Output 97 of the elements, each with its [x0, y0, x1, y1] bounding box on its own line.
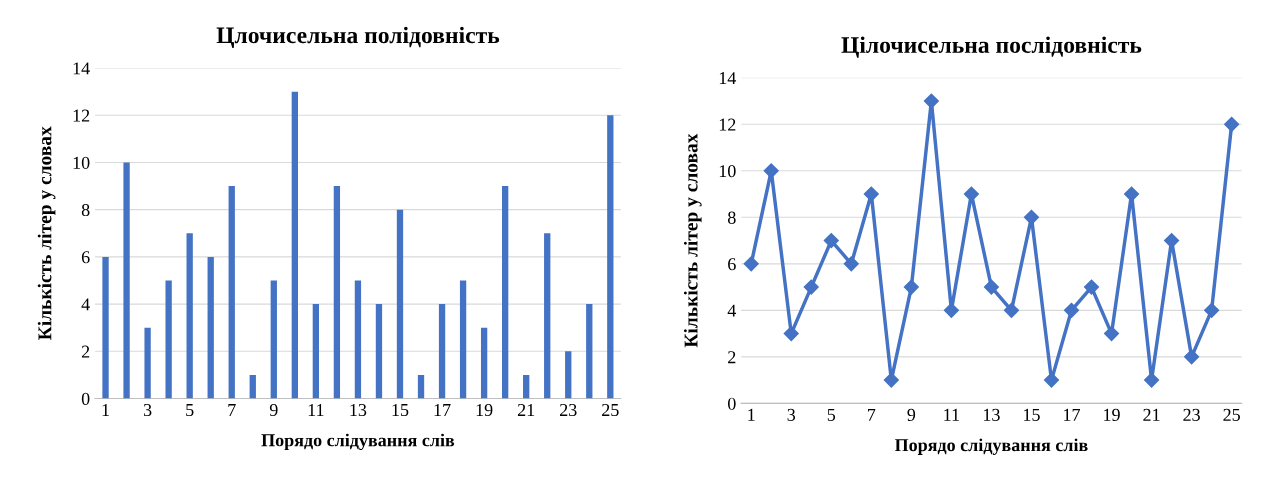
point: [1023, 209, 1040, 225]
y-tick-label: 2: [728, 351, 736, 364]
y-axis-title: Кількість літер у словах: [37, 126, 56, 340]
point: [1204, 302, 1220, 318]
point: [923, 93, 939, 109]
point: [1043, 372, 1060, 388]
bar: [523, 374, 530, 399]
point: [743, 256, 759, 272]
x-tick-label: 21: [517, 403, 535, 416]
bar: [186, 233, 193, 399]
x-tick-label: 23: [1183, 408, 1200, 421]
y-tick-label: 10: [73, 156, 90, 169]
y-tick-label: 14: [73, 62, 90, 75]
bar: [375, 304, 383, 399]
bar: [312, 304, 320, 399]
bar: [333, 186, 341, 399]
point: [763, 163, 779, 179]
chart-title: Цілочисельна послідовність: [841, 36, 1142, 58]
x-tick-label: 25: [1223, 408, 1240, 421]
x-tick-label: 15: [392, 403, 409, 417]
bar: [291, 91, 298, 399]
bar: [102, 256, 109, 399]
chart-title: Цлочисельна полідовність: [216, 26, 500, 49]
x-tick-label: 7: [867, 408, 876, 421]
point: [783, 326, 799, 342]
bar: [270, 280, 277, 399]
x-tick-label: 23: [560, 403, 577, 417]
x-tick-label: 3: [787, 408, 796, 421]
x-tick-label: 1: [748, 408, 755, 421]
y-tick-label: 8: [81, 203, 90, 217]
bar: [438, 304, 446, 399]
point: [1184, 349, 1200, 365]
x-tick-label: 9: [907, 408, 916, 421]
y-tick-label: 12: [719, 118, 736, 131]
bar: [565, 351, 572, 399]
x-tick-label: 5: [186, 404, 194, 417]
bar: [165, 280, 172, 399]
point: [1003, 302, 1020, 318]
x-tick-label: 25: [602, 403, 619, 417]
point: [863, 186, 879, 202]
x-tick-label: 5: [827, 408, 836, 421]
bar: [459, 280, 467, 399]
bar: [417, 374, 425, 399]
x-tick-label: 1: [102, 403, 109, 416]
bar: [607, 115, 614, 399]
bar: [480, 327, 488, 399]
x-tick-label: 7: [228, 404, 236, 416]
point: [803, 279, 819, 295]
point: [1063, 302, 1080, 318]
bar: [586, 304, 593, 399]
bar: [502, 186, 509, 399]
y-tick-label: 8: [727, 211, 736, 224]
x-tick-label: 9: [269, 403, 278, 417]
y-tick-label: 4: [81, 298, 90, 311]
x-tick-label: 15: [1024, 408, 1040, 421]
y-tick-label: 0: [727, 397, 736, 410]
x-tick-label: 3: [143, 403, 152, 417]
point: [1103, 326, 1120, 342]
point: [903, 279, 919, 295]
x-tick-label: 19: [1104, 408, 1120, 421]
point: [1083, 279, 1100, 295]
bar: [544, 233, 551, 399]
bar: [354, 280, 362, 399]
y-tick-label: 0: [81, 392, 90, 405]
x-tick-label: 11: [308, 403, 324, 416]
x-tick-label: 13: [983, 408, 1000, 421]
y-tick-label: 6: [81, 251, 90, 264]
bar: [144, 327, 151, 399]
x-axis-title: Порядо слідування слів: [261, 433, 455, 451]
x-tick-label: 17: [434, 403, 451, 416]
y-axis-title: Кількість літер у словах: [683, 133, 702, 348]
bar: [228, 186, 235, 399]
point: [963, 186, 979, 202]
x-tick-label: 19: [476, 403, 493, 417]
y-tick-label: 6: [728, 258, 736, 271]
bar: [396, 209, 404, 399]
point: [983, 279, 999, 295]
x-tick-label: 21: [1143, 408, 1160, 421]
x-tick-label: 11: [944, 408, 959, 421]
y-tick-label: 2: [81, 345, 90, 358]
point: [943, 302, 959, 318]
point: [883, 372, 899, 388]
x-tick-label: 13: [350, 403, 367, 417]
y-tick-label: 12: [73, 109, 90, 122]
bar: [123, 162, 130, 399]
point: [1123, 186, 1140, 202]
y-tick-label: 10: [719, 165, 736, 178]
point: [843, 256, 859, 272]
y-tick-label: 4: [727, 304, 737, 317]
bar: [249, 374, 256, 399]
x-tick-label: 17: [1064, 408, 1081, 421]
point: [823, 232, 839, 249]
point: [1224, 116, 1240, 132]
y-tick-label: 14: [719, 72, 737, 85]
x-axis-title: Порядо слідування слів: [894, 438, 1088, 455]
point: [1144, 372, 1160, 388]
bar: [207, 256, 214, 399]
